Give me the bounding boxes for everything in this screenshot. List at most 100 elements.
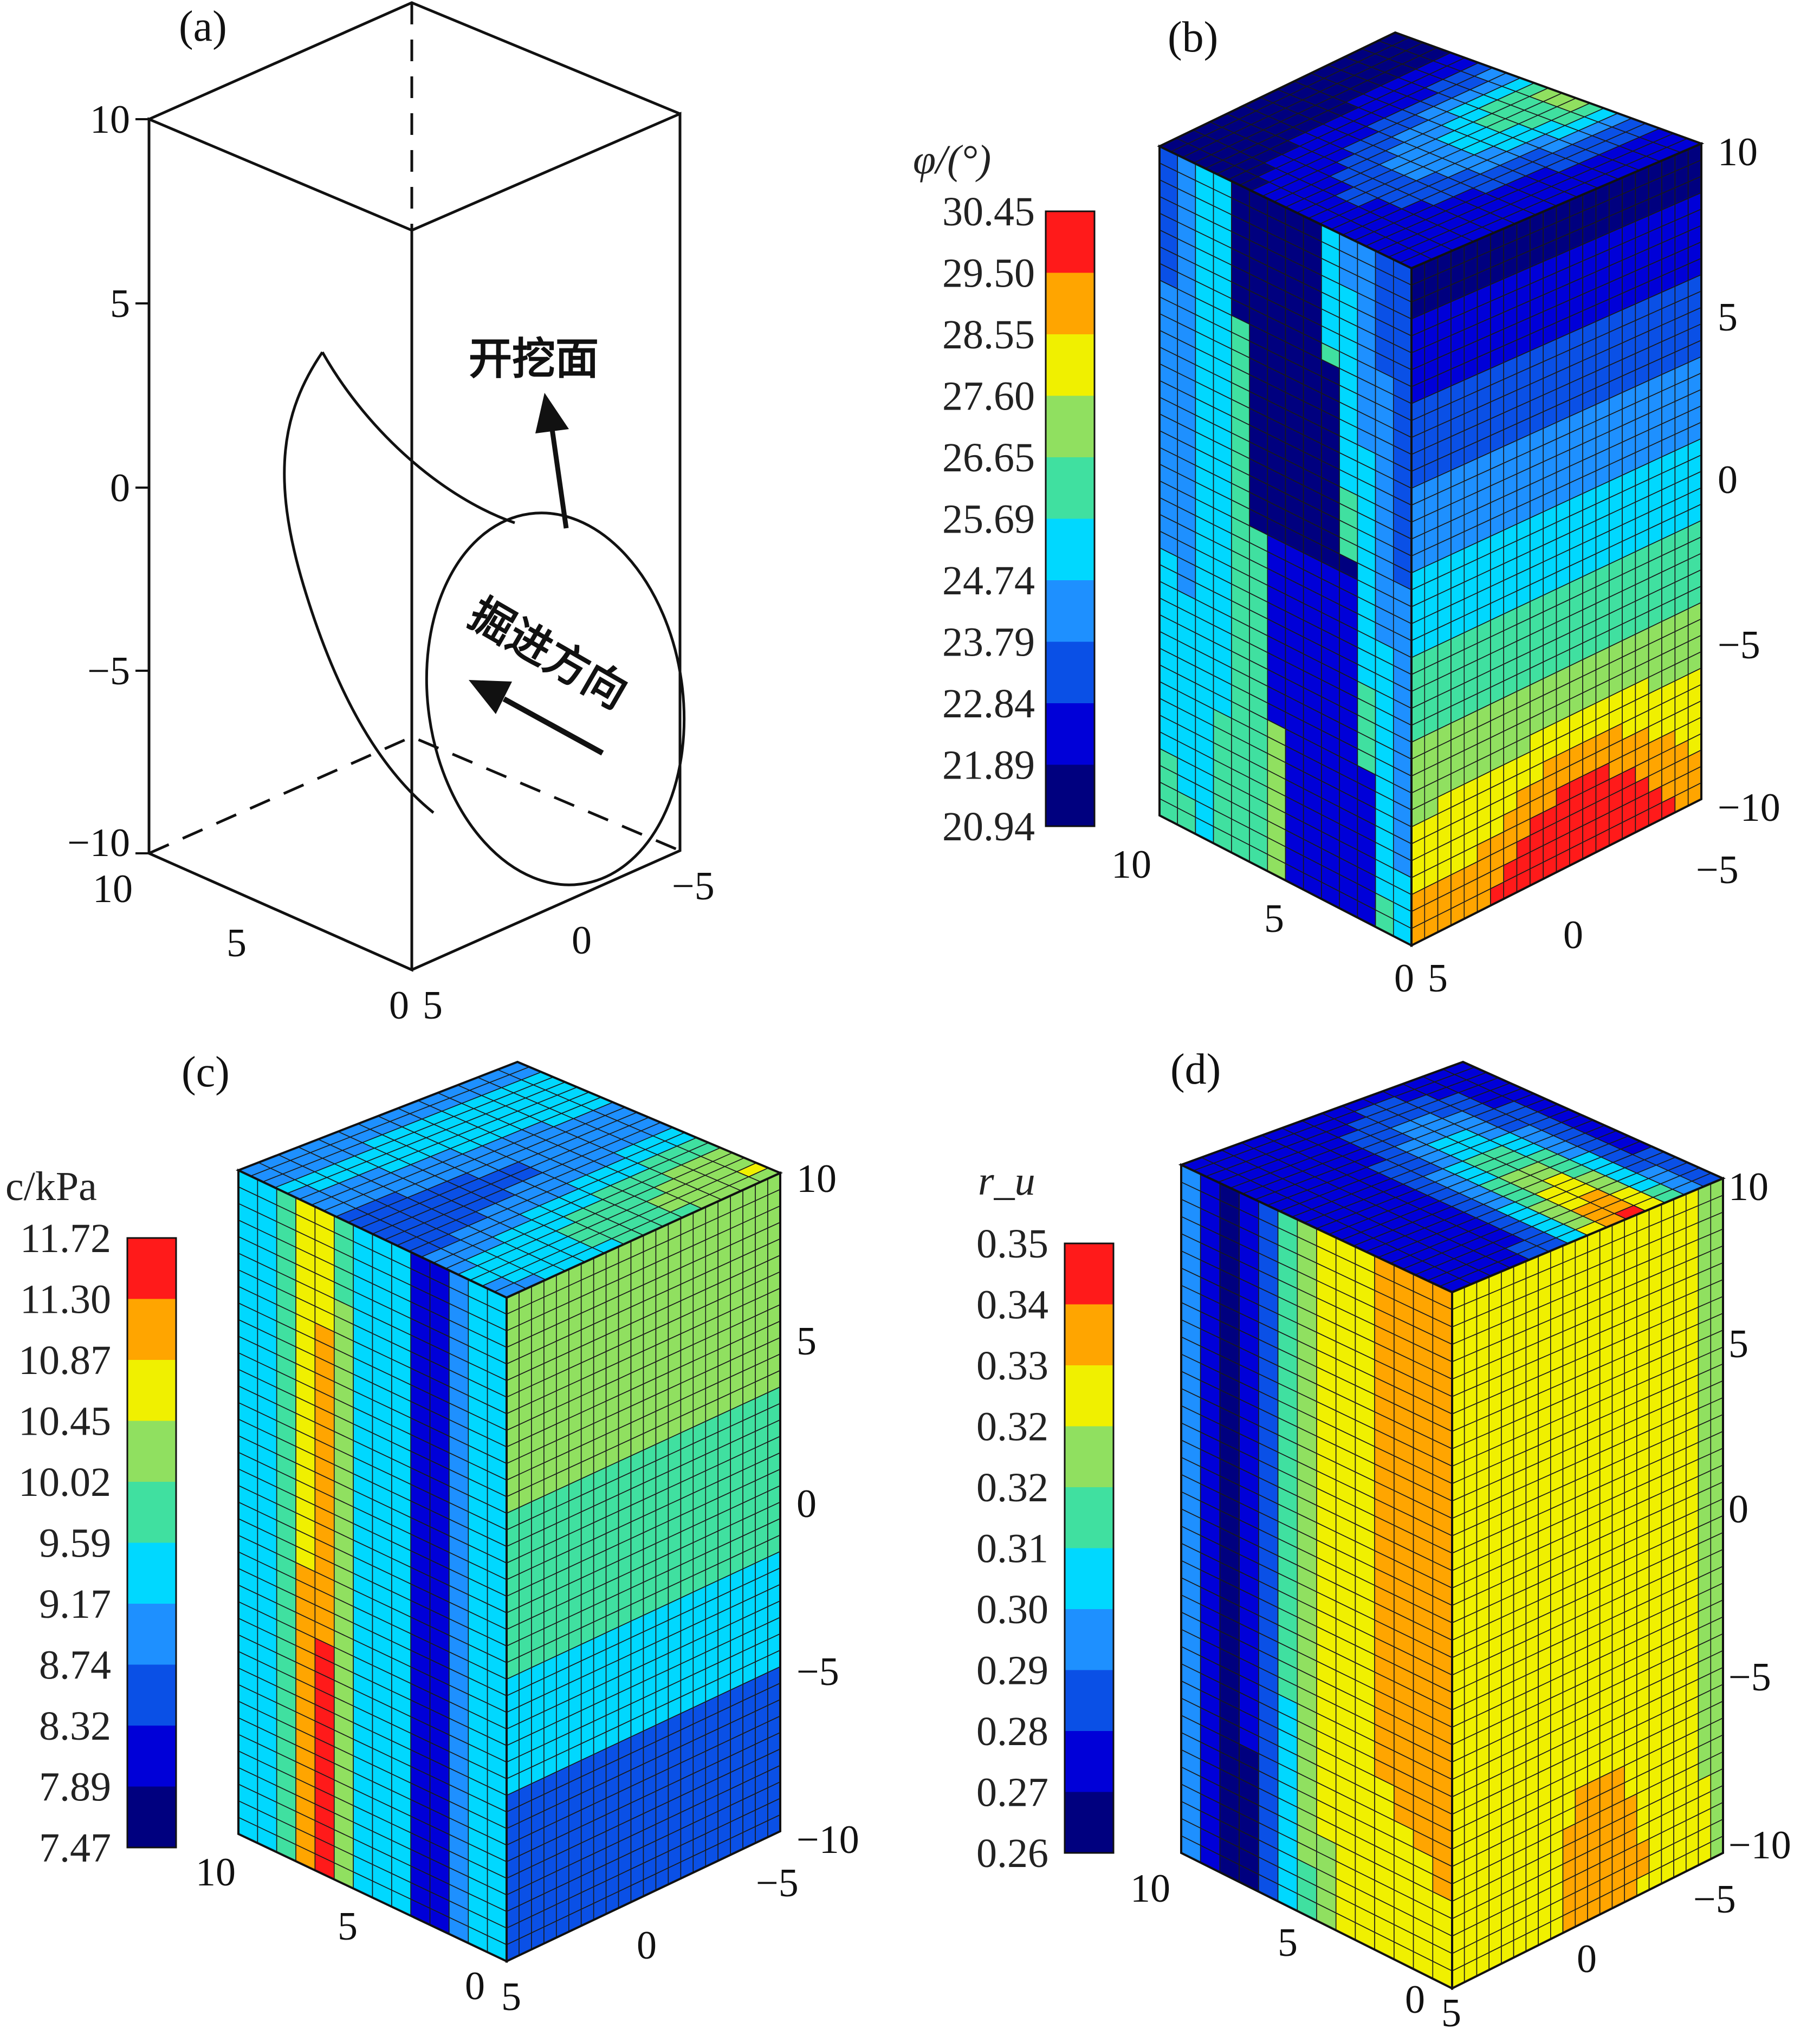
left-tick-label: 5 [1264, 897, 1284, 941]
panel-a-label: (a) [179, 3, 227, 50]
z-tick-label: −10 [796, 1818, 859, 1862]
z-tick-label: −5 [1718, 623, 1760, 667]
panel-c-z-axis: 10 5 0 −5 −10 [796, 1157, 859, 1862]
left-tick-label: 0 [1405, 1978, 1425, 2022]
colorbar-tick-label: 20.94 [942, 804, 1035, 850]
colorbar-tick-label: 24.74 [942, 558, 1035, 604]
panel-d-right-axis: 5 0 −5 [1441, 1877, 1736, 2029]
cube-top-face [1157, 31, 1705, 270]
colorbar-title-phi: φ/(°) [913, 137, 991, 183]
right-tick-label: 5 [501, 1975, 521, 2019]
cube-right-face [1410, 141, 1702, 948]
right-tick-label: −5 [1696, 848, 1739, 892]
field-cube-cohesion [235, 1060, 783, 1963]
z-tick-label: 0 [1728, 1487, 1748, 1532]
colorbar-tick-label: 0.29 [976, 1648, 1048, 1694]
colorbar-tick-label: 0.26 [976, 1831, 1048, 1876]
colorbar-tick-label: 25.69 [942, 497, 1035, 542]
panel-b-label: (b) [1168, 14, 1218, 61]
colorbar-cohesion: 11.72 11.30 10.87 10.45 10.02 9.59 9.17 8.74 8.3… [18, 1216, 177, 1871]
left-tick-label: 10 [196, 1850, 236, 1895]
colorbar-tick-label: 7.89 [39, 1765, 111, 1810]
cube-left-face [1158, 144, 1413, 948]
colorbar-tick-label: 8.32 [39, 1703, 111, 1749]
box-front-left-face [147, 117, 413, 972]
left-tick-label: 0 [1394, 956, 1414, 1001]
z-tick-label: 10 [796, 1157, 837, 1201]
tunneling-direction-arrow [469, 680, 604, 756]
z-tick-label: 10 [1718, 130, 1758, 174]
colorbar-tick-label: 0.31 [976, 1526, 1048, 1572]
colorbar-tick-label: 29.50 [942, 251, 1035, 296]
colorbar-phi: 30.45 29.50 28.55 27.60 26.65 25.69 24.74 23.79… [942, 189, 1096, 850]
colorbar-tick-label: 10.87 [18, 1338, 111, 1383]
cube-left-face [237, 1168, 508, 1963]
z-tick-label: 10 [90, 98, 130, 142]
field-cube-ru [1178, 1060, 1726, 1991]
cube-right-face [1451, 1176, 1724, 1991]
colorbar-tick-label: 26.65 [942, 435, 1035, 481]
panel-c-right-axis: 5 0 −5 [501, 1861, 799, 2019]
panel-b-right-axis: 5 0 −5 [1428, 848, 1739, 1001]
excavation-upper-curve [321, 351, 515, 524]
colorbar-tick-label: 23.79 [942, 620, 1035, 665]
panel-c-label: (c) [182, 1048, 230, 1096]
z-tick-label: −10 [1718, 786, 1780, 830]
right-tick-label: 0 [637, 1923, 657, 1968]
colorbar-tick-label: 0.33 [976, 1343, 1048, 1389]
panel-b-left-axis: 10 5 0 [1111, 842, 1414, 1001]
colorbar-tick-label: 0.30 [976, 1587, 1048, 1632]
colorbar-title-cohesion: c/kPa [5, 1164, 97, 1209]
colorbar-tick-label: 10.45 [18, 1399, 111, 1444]
excavation-face-arrow [535, 393, 569, 529]
field-cube-phi [1157, 31, 1705, 948]
right-tick-label: 5 [1428, 956, 1448, 1001]
right-tick-label: 0 [1563, 913, 1583, 957]
colorbar-tick-label: 8.74 [39, 1643, 111, 1688]
panel-a-left-axis: 10 5 0 [93, 867, 409, 1028]
z-tick-label: −10 [1728, 1823, 1791, 1868]
panel-d-z-axis: 10 5 0 −5 −10 [1728, 1165, 1791, 1868]
panel-a-z-axis: 10 5 0 −5 −10 [67, 98, 149, 865]
panel-a-right-axis: 5 0 −5 [423, 864, 715, 1028]
left-tick-label: 5 [1278, 1921, 1298, 1965]
cube-top-face [1178, 1060, 1726, 1294]
z-tick-label: −5 [87, 649, 130, 693]
tunnel-face-ellipse [425, 511, 686, 886]
right-tick-label: 5 [1441, 1991, 1461, 2029]
left-tick-label: 10 [1130, 1866, 1170, 1911]
right-tick-label: 0 [1577, 1937, 1597, 1981]
colorbar-tick-label: 27.60 [942, 374, 1035, 419]
colorbar-tick-label: 11.30 [20, 1277, 111, 1323]
panel-b-z-axis: 10 5 0 −5 −10 [1718, 130, 1780, 830]
colorbar-ru: 0.35 0.34 0.33 0.32 0.32 0.31 0.30 0.29 0.28 0.27… [976, 1221, 1115, 1876]
colorbar-tick-label: 21.89 [942, 743, 1035, 788]
cube-right-face [506, 1171, 781, 1963]
colorbar-tick-label: 0.34 [976, 1282, 1048, 1328]
box-top-back-edges [148, 1, 681, 121]
z-tick-label: 5 [110, 282, 130, 326]
colorbar-tick-label: 0.27 [976, 1770, 1048, 1816]
left-tick-label: 5 [226, 921, 247, 965]
left-tick-label: 0 [389, 983, 409, 1028]
left-tick-label: 10 [1111, 842, 1151, 887]
colorbar-title-ru: r_u [978, 1158, 1035, 1204]
colorbar-tick-label: 7.47 [39, 1825, 111, 1871]
colorbar-tick-label: 0.32 [976, 1404, 1048, 1450]
colorbar-tick-label: 22.84 [942, 681, 1035, 727]
colorbar-tick-label: 28.55 [942, 312, 1035, 358]
z-tick-label: 5 [1728, 1322, 1748, 1366]
colorbar-tick-label: 11.72 [20, 1216, 111, 1261]
right-tick-label: −5 [672, 864, 715, 909]
right-tick-label: −5 [756, 1861, 799, 1905]
z-tick-label: −5 [796, 1650, 839, 1694]
cube-left-face [1180, 1163, 1453, 1991]
cube-top-face [235, 1060, 783, 1299]
panel-c-left-axis: 10 5 0 [196, 1850, 485, 2008]
right-tick-label: −5 [1693, 1877, 1736, 1922]
colorbar-tick-label: 30.45 [942, 189, 1035, 235]
excavation-face-label: 开挖面 [469, 334, 599, 384]
z-tick-label: 0 [796, 1482, 817, 1526]
left-tick-label: 5 [338, 1904, 358, 1949]
